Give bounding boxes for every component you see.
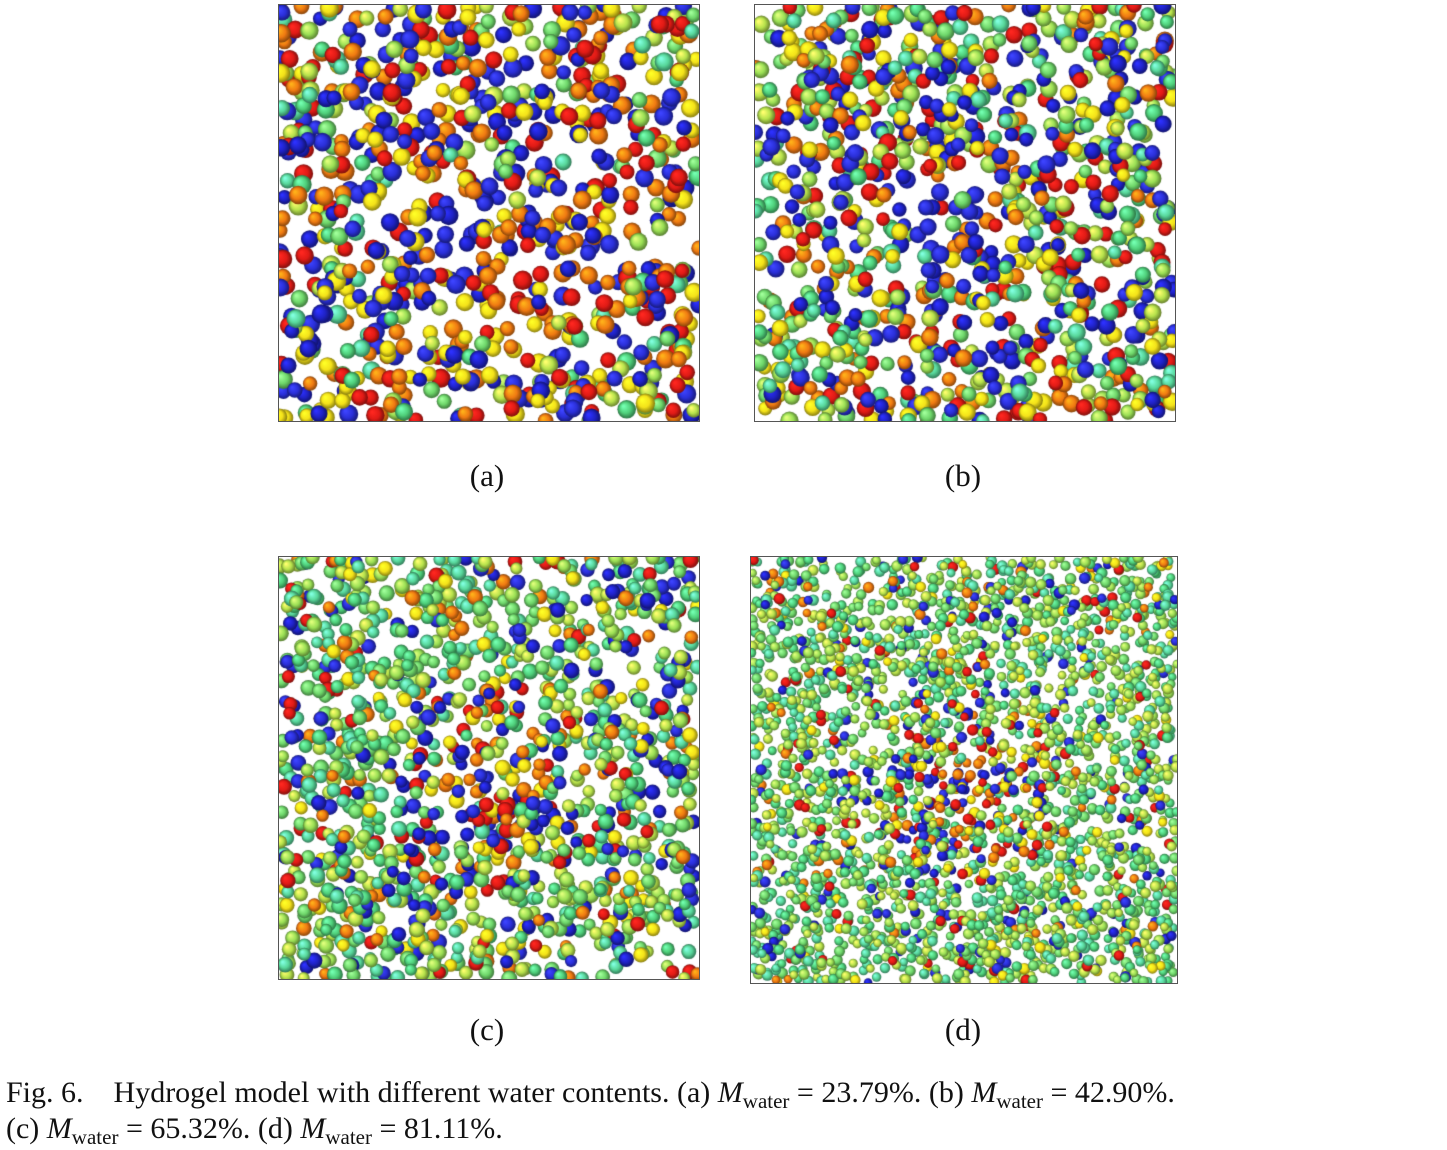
particle-canvas-b <box>754 4 1176 422</box>
caption-line-1: Fig. 6. Hydrogel model with different wat… <box>6 1075 1442 1113</box>
panel-d-hydrogel-render <box>750 556 1178 984</box>
figure-number: Fig. 6. <box>6 1076 84 1109</box>
panel-c-hydrogel-render <box>278 556 700 980</box>
panel-a-hydrogel-render <box>278 4 700 422</box>
subfigure-label-b: (b) <box>944 458 982 493</box>
caption-item-a: (a) Mwater = 23.79%. <box>676 1076 922 1113</box>
subfigure-label-c: (c) <box>469 1012 505 1047</box>
caption-item-c: (c) Mwater = 65.32%. <box>6 1112 251 1149</box>
caption-text: Hydrogel model with different water cont… <box>113 1076 670 1109</box>
subfigure-label-a: (a) <box>469 458 505 493</box>
caption-item-d: (d) Mwater = 81.11%. <box>257 1112 503 1149</box>
particle-canvas-c <box>278 556 700 980</box>
particle-canvas-d <box>750 556 1178 984</box>
caption-line-2: (c) Mwater = 65.32%. (d) Mwater = 81.11%… <box>6 1111 1442 1149</box>
caption-item-b: (b) Mwater = 42.90%. <box>928 1076 1175 1113</box>
figure-caption: Fig. 6. Hydrogel model with different wat… <box>6 1075 1442 1149</box>
subfigure-label-d: (d) <box>944 1012 982 1047</box>
particle-canvas-a <box>278 4 700 422</box>
panel-b-hydrogel-render <box>754 4 1176 422</box>
